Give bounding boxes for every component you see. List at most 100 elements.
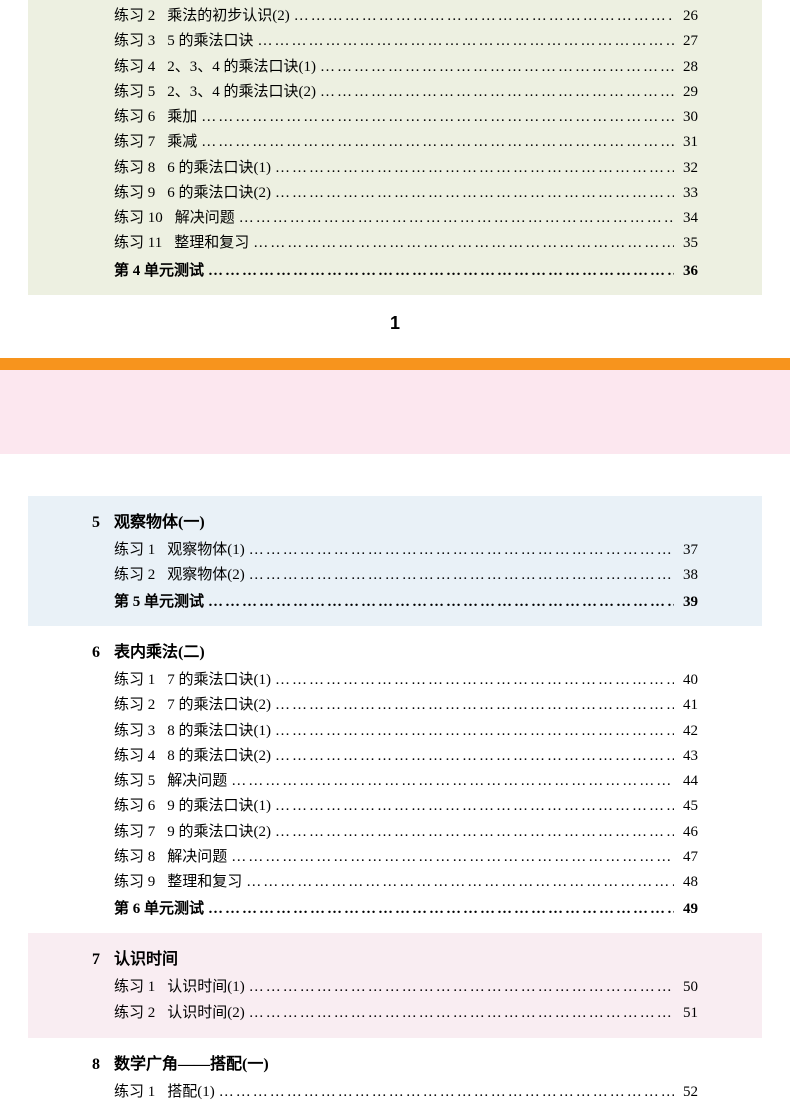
toc-entry: 练习 8解决问题……………………………………………………………………………………… (92, 845, 698, 870)
toc-entry-title: 7 的乘法口诀(2) (155, 694, 271, 717)
toc-entry-label: 练习 5 (92, 770, 155, 793)
toc-entry-page: 44 (674, 770, 698, 793)
toc-entry-label: 练习 2 (92, 1002, 155, 1025)
toc-section-block: 8数学广角——搭配(一)练习 1搭配(1)…………………………………………………… (28, 1038, 762, 1117)
toc-entry: 练习 2乘法的初步认识(2)……………………………………………………………………… (92, 4, 698, 29)
toc-leader: …………………………………………………………………………………………………………… (271, 821, 674, 844)
toc-entry: 练习 27 的乘法口诀(2)……………………………………………………………………… (92, 693, 698, 718)
toc-block-unit4-cont: 练习 2乘法的初步认识(2)……………………………………………………………………… (28, 0, 762, 295)
toc-section-block: 6表内乘法(二)练习 17 的乘法口诀(1)………………………………………………… (28, 626, 762, 933)
toc-leader: …………………………………………………………………………………………………………… (227, 770, 674, 793)
toc-entry-title: 认识时间(1) (155, 976, 245, 999)
toc-entry: 练习 48 的乘法口诀(2)……………………………………………………………………… (92, 744, 698, 769)
toc-leader: …………………………………………………………………………………………………………… (227, 846, 674, 869)
toc-entry-page: 32 (674, 157, 698, 180)
section-title: 观察物体(一) (114, 508, 205, 532)
toc-entry-label: 练习 4 (92, 745, 155, 768)
toc-entry-page: 34 (674, 207, 698, 230)
toc-entry-page: 31 (674, 131, 698, 154)
toc-entry-label: 练习 8 (92, 157, 155, 180)
toc-entry-label: 练习 9 (92, 871, 155, 894)
toc-entry-label: 练习 1 (92, 539, 155, 562)
section-title: 认识时间 (114, 945, 178, 969)
toc-leader: …………………………………………………………………………………………………………… (316, 81, 674, 104)
toc-entry-page: 26 (674, 5, 698, 28)
toc-entry-title: 解决问题 (155, 846, 227, 869)
toc-leader: …………………………………………………………………………………………………………… (245, 539, 674, 562)
toc-entry-title: 乘减 (155, 131, 197, 154)
toc-leader: …………………………………………………………………………………………………………… (204, 259, 674, 283)
toc-entry-label: 练习 3 (92, 720, 155, 743)
toc-entry: 练习 52、3、4 的乘法口诀(2)…………………………………………………………… (92, 80, 698, 105)
toc-entry-title: 乘加 (155, 106, 197, 129)
toc-entry-title: 乘法的初步认识(2) (155, 5, 290, 28)
toc-entry: 练习 35 的乘法口诀……………………………………………………………………………… (92, 29, 698, 54)
toc-unit-test: 第 5 单元测试……………………………………………………………………………………… (92, 588, 698, 614)
toc-entry-page: 27 (674, 30, 698, 53)
toc-entry-label: 练习 4 (92, 56, 155, 79)
toc-entry: 练习 11整理和复习………………………………………………………………………………… (92, 231, 698, 256)
toc-unit-test-label: 第 6 单元测试 (92, 897, 204, 921)
toc-entry-page: 52 (674, 1081, 698, 1104)
toc-entry: 练习 6乘加…………………………………………………………………………………………… (92, 105, 698, 130)
toc-entry-title: 2、3、4 的乘法口诀(2) (155, 81, 316, 104)
toc-leader: …………………………………………………………………………………………………………… (271, 694, 674, 717)
section-number: 6 (92, 644, 114, 662)
toc-entry-title: 整理和复习 (162, 232, 249, 255)
toc-entry-label: 练习 6 (92, 795, 155, 818)
toc-leader: …………………………………………………………………………………………………………… (271, 182, 674, 205)
toc-leader: …………………………………………………………………………………………………………… (245, 976, 674, 999)
toc-leader: …………………………………………………………………………………………………………… (215, 1081, 674, 1104)
section-number: 7 (92, 951, 114, 969)
toc-entry-title: 6 的乘法口诀(1) (155, 157, 271, 180)
toc-entry-title: 7 的乘法口诀(1) (155, 669, 271, 692)
toc-leader: …………………………………………………………………………………………………………… (271, 720, 674, 743)
toc-entry-page: 40 (674, 669, 698, 692)
toc-entry: 练习 10解决问题…………………………………………………………………………………… (92, 206, 698, 231)
toc-leader: …………………………………………………………………………………………………………… (204, 897, 674, 921)
toc-entry-title: 整理和复习 (155, 871, 242, 894)
toc-leader: …………………………………………………………………………………………………………… (271, 669, 674, 692)
toc-entry-page: 51 (674, 1002, 698, 1025)
toc-unit-test: 第 6 单元测试……………………………………………………………………………………… (92, 895, 698, 921)
toc-leader: …………………………………………………………………………………………………………… (245, 564, 674, 587)
toc-entry: 练习 5解决问题……………………………………………………………………………………… (92, 769, 698, 794)
toc-entry-page: 42 (674, 720, 698, 743)
toc-entry-page: 30 (674, 106, 698, 129)
toc-entry-label: 练习 1 (92, 1081, 155, 1104)
toc-entry-label: 练习 2 (92, 564, 155, 587)
toc-entry-label: 练习 9 (92, 182, 155, 205)
toc-entry: 练习 38 的乘法口诀(1)……………………………………………………………………… (92, 719, 698, 744)
toc-entry: 练习 96 的乘法口诀(2)……………………………………………………………………… (92, 181, 698, 206)
toc-entry: 练习 86 的乘法口诀(1)……………………………………………………………………… (92, 156, 698, 181)
section-number: 5 (92, 514, 114, 532)
toc-entry: 练习 2观察物体(2)……………………………………………………………………………… (92, 563, 698, 588)
toc-entry: 练习 9整理和复习…………………………………………………………………………………… (92, 870, 698, 895)
toc-section-block: 5观察物体(一)练习 1观察物体(1)………………………………………………………… (28, 496, 762, 627)
toc-entry-label: 练习 3 (92, 30, 155, 53)
section-heading: 8数学广角——搭配(一) (92, 1046, 698, 1080)
toc-entry: 练习 79 的乘法口诀(2)……………………………………………………………………… (92, 820, 698, 845)
toc-entry-title: 9 的乘法口诀(2) (155, 821, 271, 844)
toc-entry-page: 45 (674, 795, 698, 818)
toc-leader: …………………………………………………………………………………………………………… (197, 131, 674, 154)
toc-entry-page: 35 (674, 232, 698, 255)
toc-entry-title: 9 的乘法口诀(1) (155, 795, 271, 818)
toc-section-block: 7认识时间练习 1认识时间(1)………………………………………………………………… (28, 933, 762, 1038)
toc-entry-title: 搭配(1) (155, 1081, 215, 1104)
toc-unit-test: 第 4 单元测试……………………………………………………………………………………… (92, 257, 698, 283)
toc-leader: …………………………………………………………………………………………………………… (249, 232, 674, 255)
toc-leader: …………………………………………………………………………………………………………… (271, 157, 674, 180)
toc-entry-label: 练习 1 (92, 976, 155, 999)
toc-entry-label: 练习 11 (92, 232, 162, 255)
toc-unit-test-page: 36 (674, 259, 698, 283)
toc-unit-test-page: 49 (674, 897, 698, 921)
toc-entry-label: 练习 7 (92, 821, 155, 844)
toc-entry-page: 37 (674, 539, 698, 562)
toc-entry-page: 47 (674, 846, 698, 869)
toc-entry: 练习 42、3、4 的乘法口诀(1)…………………………………………………………… (92, 55, 698, 80)
section-heading: 6表内乘法(二) (92, 634, 698, 668)
toc-entry-title: 5 的乘法口诀 (155, 30, 253, 53)
section-heading: 5观察物体(一) (92, 504, 698, 538)
page-number: 1 (0, 295, 790, 358)
